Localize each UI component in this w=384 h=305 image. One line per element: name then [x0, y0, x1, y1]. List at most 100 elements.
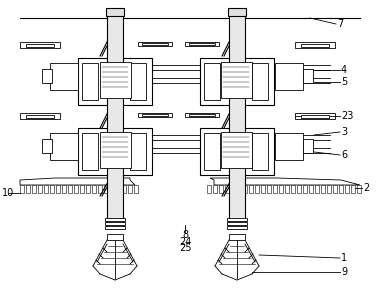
Bar	[351, 185, 355, 193]
Bar	[82, 63, 98, 100]
Text: 23: 23	[341, 111, 353, 121]
Bar	[327, 185, 331, 193]
Bar	[303, 185, 307, 193]
Bar	[50, 63, 78, 90]
Bar	[107, 234, 123, 240]
Bar	[107, 14, 123, 228]
Bar	[42, 139, 52, 153]
Text: 4: 4	[341, 65, 347, 75]
Bar	[339, 185, 343, 193]
Bar	[42, 69, 52, 83]
Bar	[315, 185, 319, 193]
Bar	[78, 58, 152, 105]
Bar	[301, 115, 329, 118]
Bar	[200, 128, 274, 175]
Bar	[26, 44, 54, 47]
Bar	[50, 185, 54, 193]
Bar	[32, 185, 36, 193]
Text: 8: 8	[182, 230, 188, 240]
Text: 7: 7	[337, 19, 343, 29]
Text: 2: 2	[363, 183, 369, 193]
Bar	[78, 128, 152, 175]
Bar	[237, 185, 241, 193]
Bar	[68, 185, 72, 193]
Bar	[110, 185, 114, 193]
Bar	[74, 185, 78, 193]
Bar	[134, 185, 138, 193]
Bar	[279, 185, 283, 193]
Bar	[142, 43, 168, 45]
Bar	[357, 185, 361, 193]
Bar	[252, 133, 268, 170]
Bar	[130, 133, 146, 170]
Bar	[221, 132, 252, 168]
Bar	[207, 185, 211, 193]
Text: 1: 1	[341, 253, 347, 263]
Bar	[189, 43, 215, 45]
Bar	[105, 226, 125, 229]
Bar	[100, 132, 131, 168]
Bar	[285, 185, 289, 193]
Bar	[249, 185, 253, 193]
Bar	[26, 185, 30, 193]
Bar	[229, 234, 245, 240]
Bar	[213, 185, 217, 193]
Bar	[86, 185, 90, 193]
Bar	[227, 222, 247, 225]
Bar	[204, 133, 220, 170]
Bar	[273, 185, 277, 193]
Bar	[100, 62, 131, 98]
Text: 6: 6	[341, 150, 347, 160]
Bar	[105, 222, 125, 225]
Bar	[82, 133, 98, 170]
Bar	[321, 185, 325, 193]
Bar	[228, 8, 246, 16]
Text: 24: 24	[179, 237, 191, 247]
Text: 25: 25	[179, 243, 192, 253]
Bar	[275, 63, 303, 90]
Bar	[106, 8, 124, 16]
Bar	[275, 133, 303, 160]
Bar	[303, 69, 313, 83]
Bar	[142, 114, 168, 116]
Bar	[345, 185, 349, 193]
Bar	[98, 185, 102, 193]
Polygon shape	[210, 178, 360, 185]
Bar	[303, 139, 313, 153]
Bar	[301, 44, 329, 47]
Bar	[20, 42, 60, 48]
Bar	[122, 185, 126, 193]
Bar	[225, 185, 229, 193]
Bar	[295, 113, 335, 119]
Bar	[219, 185, 223, 193]
Bar	[185, 113, 219, 117]
Bar	[221, 62, 252, 98]
Bar	[185, 42, 219, 46]
Bar	[189, 114, 215, 116]
Bar	[138, 42, 172, 46]
Text: 3: 3	[341, 127, 347, 137]
Bar	[255, 185, 259, 193]
Bar	[291, 185, 295, 193]
Bar	[130, 63, 146, 100]
Bar	[104, 185, 108, 193]
Bar	[20, 113, 60, 119]
Bar	[231, 185, 235, 193]
Text: 10: 10	[2, 188, 14, 198]
Bar	[267, 185, 271, 193]
Bar	[50, 133, 78, 160]
Bar	[92, 185, 96, 193]
Bar	[333, 185, 337, 193]
Bar	[138, 113, 172, 117]
Bar	[128, 185, 132, 193]
Bar	[80, 185, 84, 193]
Bar	[105, 218, 125, 221]
Bar	[116, 185, 120, 193]
Bar	[204, 63, 220, 100]
Bar	[44, 185, 48, 193]
Bar	[261, 185, 265, 193]
Bar	[297, 185, 301, 193]
Bar	[26, 115, 54, 118]
Bar	[252, 63, 268, 100]
Bar	[243, 185, 247, 193]
